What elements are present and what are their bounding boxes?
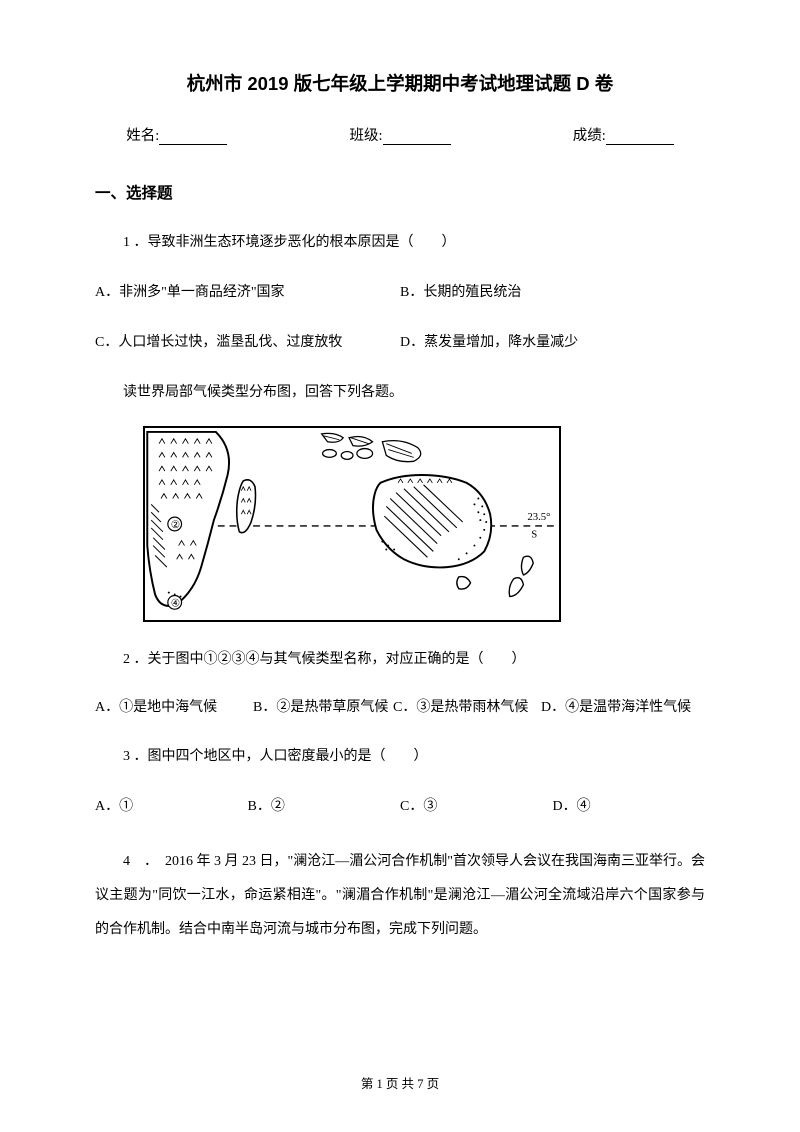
q1-option-a[interactable]: A．非洲多"单一商品经济"国家	[95, 278, 400, 309]
q1-option-b[interactable]: B．长期的殖民统治	[400, 278, 705, 309]
australia-outline	[373, 475, 491, 567]
exam-title: 杭州市 2019 版七年级上学期期中考试地理试题 D 卷	[95, 70, 705, 96]
page-footer: 第 1 页 共 7 页	[0, 1073, 800, 1092]
q2-option-a[interactable]: A．①是地中海气候	[95, 695, 253, 722]
q1-option-d[interactable]: D．蒸发量增加，降水量减少	[400, 328, 705, 359]
name-label: 姓名:	[126, 124, 159, 145]
class-blank[interactable]	[383, 129, 451, 145]
tasmania-outline	[457, 576, 471, 589]
q3-stem: 3 ．图中四个地区中，人口密度最小的是（ ）	[95, 743, 705, 772]
q2-stem: 2 ．关于图中①②③④与其气候类型名称，对应正确的是（ ）	[95, 646, 705, 675]
q1-options-row2: C．人口增长过快，滥垦乱伐、过度放牧 D．蒸发量增加，降水量减少	[95, 328, 705, 359]
q2-option-c[interactable]: C．③是热带雨林气候	[393, 695, 541, 722]
climate-map: 23.5° S	[143, 426, 561, 622]
q3-option-a[interactable]: A．①	[95, 792, 248, 823]
score-label: 成绩:	[573, 124, 606, 145]
indonesia-islands	[322, 433, 421, 461]
marker-2-label: ②	[171, 520, 180, 531]
marker-4-label: ④	[171, 598, 180, 609]
score-blank[interactable]	[606, 129, 674, 145]
nz-north	[521, 556, 533, 575]
madagascar-outline	[237, 480, 256, 533]
q3-option-c[interactable]: C．③	[400, 792, 553, 823]
name-blank[interactable]	[159, 129, 227, 145]
q1-options-row1: A．非洲多"单一商品经济"国家 B．长期的殖民统治	[95, 278, 705, 309]
map-svg: 23.5° S	[145, 428, 559, 620]
nz-south	[509, 578, 523, 597]
footer-suffix: 页	[423, 1077, 439, 1091]
q1-stem: 1 ．导致非洲生态环境逐步恶化的根本原因是（ ）	[95, 229, 705, 258]
footer-prefix: 第	[361, 1077, 377, 1091]
q3-option-d[interactable]: D．④	[553, 792, 706, 823]
latitude-s-label: S	[531, 529, 537, 541]
q1-option-c[interactable]: C．人口增长过快，滥垦乱伐、过度放牧	[95, 328, 400, 359]
section-1-title: 一、选择题	[95, 181, 705, 203]
footer-mid: 页 共	[383, 1077, 417, 1091]
q4-passage: 4 ． 2016 年 3 月 23 日，"澜沧江—湄公河合作机制"首次领导人会议…	[95, 845, 705, 948]
q2-option-d[interactable]: D．④是温带海洋性气候	[541, 695, 705, 722]
q3-option-b[interactable]: B．②	[248, 792, 401, 823]
africa-outline	[147, 432, 229, 606]
latitude-label: 23.5°	[527, 511, 550, 523]
class-label: 班级:	[349, 124, 382, 145]
q2-options: A．①是地中海气候 B．②是热带草原气候 C．③是热带雨林气候 D．④是温带海洋…	[95, 695, 705, 722]
student-info-line: 姓名: 班级: 成绩:	[95, 124, 705, 145]
q3-options: A．① B．② C．③ D．④	[95, 792, 705, 823]
q2-option-b[interactable]: B．②是热带草原气候	[253, 695, 393, 722]
passage-1: 读世界局部气候类型分布图，回答下列各题。	[95, 379, 705, 408]
